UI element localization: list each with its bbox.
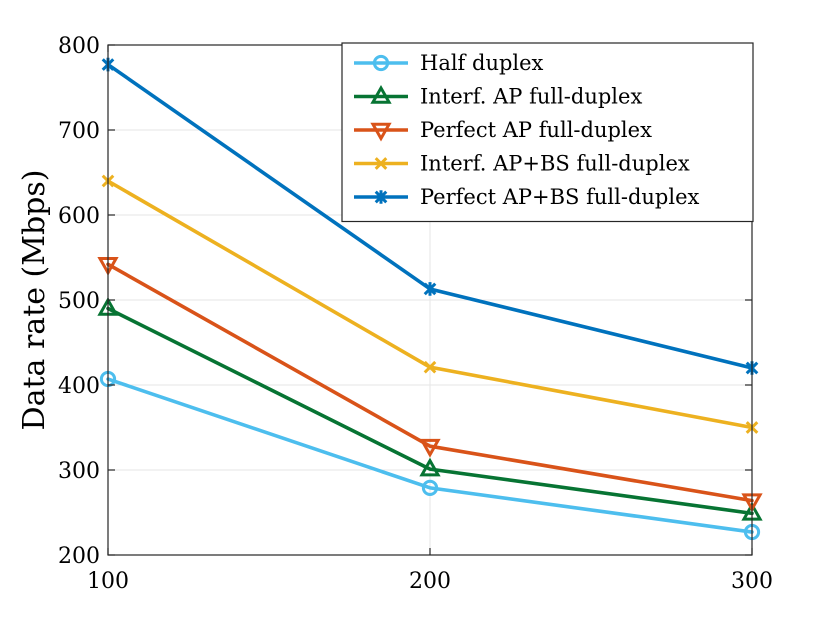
legend-box — [341, 42, 754, 223]
y-tick-label: 300 — [58, 459, 100, 484]
y-tick-label: 600 — [58, 204, 100, 229]
y-tick-label: 200 — [58, 544, 100, 569]
legend-item: Interf. AP full-duplex — [354, 85, 642, 109]
legend-label: Perfect AP full-duplex — [420, 118, 652, 142]
x-tick-label: 300 — [731, 569, 773, 594]
y-tick-label: 500 — [58, 289, 100, 314]
y-tick-label: 400 — [58, 374, 100, 399]
series-line — [106, 306, 754, 516]
legend-marker — [374, 190, 388, 204]
data-point — [421, 479, 439, 496]
legend-marker — [374, 157, 388, 170]
legend-label: Perfect AP+BS full-duplex — [420, 185, 699, 209]
legend: Half duplex Interf. AP full-duplex Perfect… — [341, 42, 754, 223]
series-line — [106, 262, 754, 503]
legend-item: Perfect AP+BS full-duplex — [354, 185, 699, 209]
legend-marker — [370, 122, 392, 142]
legend-marker — [372, 54, 390, 72]
legend-marker — [370, 84, 392, 104]
legend-label: Interf. AP full-duplex — [420, 85, 642, 109]
y-tick-label: 800 — [58, 34, 100, 59]
legend-item: Interf. AP+BS full-duplex — [354, 152, 690, 176]
data-point — [419, 457, 441, 477]
data-point — [423, 360, 437, 374]
x-tick-label: 100 — [87, 569, 129, 594]
legend-item: Perfect AP full-duplex — [354, 118, 652, 142]
x-tick-label: 200 — [409, 569, 451, 594]
series-line — [106, 377, 754, 534]
legend-label: Interf. AP+BS full-duplex — [420, 152, 690, 176]
data-point — [423, 282, 437, 296]
data-point — [419, 438, 441, 458]
legend-label: Half duplex — [420, 51, 544, 75]
legend-item: Half duplex — [354, 51, 544, 75]
y-axis-label: Data rate (Mbps) — [17, 170, 52, 431]
y-tick-label: 700 — [58, 119, 100, 144]
